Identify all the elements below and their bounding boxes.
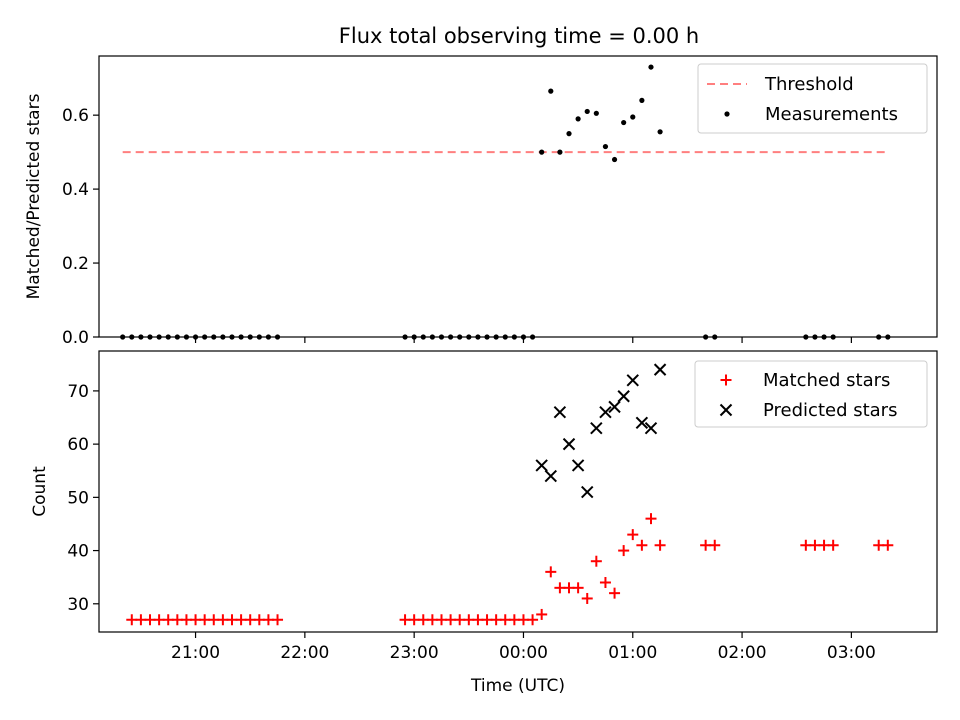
matched-star-point [590, 555, 602, 567]
measurement-point [621, 119, 627, 126]
measurement-point [648, 64, 654, 70]
matched-star-point [527, 614, 539, 626]
predicted-star-point [571, 459, 585, 472]
matched-star-point [609, 587, 621, 599]
measurement-point [575, 116, 581, 122]
y-tick-label: 60 [67, 435, 89, 455]
predicted-star-point [599, 405, 612, 419]
matched-star-point [709, 539, 721, 551]
matched-star-point [618, 545, 630, 557]
predicted-star-point [617, 390, 630, 403]
x-tick-label: 23:00 [390, 643, 439, 663]
legend-x-mark [719, 403, 733, 417]
matched-star-point [636, 539, 648, 551]
x-tick-label: 03:00 [827, 643, 876, 663]
x-tick-label: 22:00 [280, 643, 329, 663]
matched-star-point [545, 566, 557, 578]
measurement-point [566, 131, 572, 137]
matched-star-point [572, 582, 584, 594]
legend-measurements-label: Measurements [765, 104, 898, 125]
measurement-point [539, 149, 545, 155]
measurement-point [593, 110, 599, 116]
x-tick-label: 02:00 [718, 643, 767, 663]
chart-title: Flux total observing time = 0.00 h [339, 24, 699, 48]
predicted-star-point [644, 421, 658, 435]
measurement-point [584, 108, 590, 115]
predicted-star-point [653, 363, 667, 376]
predicted-star-point [581, 485, 594, 499]
bottom-plot-area [126, 363, 894, 626]
top-axes-frame [98, 55, 938, 338]
x-tick-label: 01:00 [608, 643, 657, 663]
bottom-y-ticks: 30 40 50 60 70 [67, 382, 99, 615]
y-tick-label: 70 [67, 382, 89, 402]
predicted-star-point [535, 459, 548, 472]
measurement-point [630, 114, 636, 120]
measurement-point [548, 88, 554, 94]
top-y-axis-label: Matched/Predicted stars [24, 93, 44, 299]
legend-plus-mark [720, 374, 732, 386]
x-axis-label: Time (UTC) [470, 676, 565, 696]
bottom-axes: 21:00 22:00 23:00 00:00 01:00 02:00 03:00 30 40… [30, 350, 938, 696]
y-tick-label: 40 [67, 542, 89, 562]
bottom-y-axis-label: Count [30, 466, 50, 517]
legend-predicted-label: Predicted stars [763, 400, 897, 421]
legend-measurements-swatch [724, 111, 730, 117]
bottom-x-ticks: 21:00 22:00 23:00 00:00 01:00 02:00 03:00 [171, 632, 876, 663]
matched-star-point [645, 513, 657, 525]
matched-star-point [627, 529, 639, 541]
y-tick-label: 0.0 [62, 328, 89, 348]
legend-matched-label: Matched stars [763, 370, 890, 391]
y-tick-label: 0.4 [62, 180, 89, 200]
matched-star-point [581, 592, 593, 604]
legend-matched-swatch [720, 374, 732, 386]
y-tick-label: 50 [67, 488, 89, 508]
predicted-star-point [635, 416, 649, 430]
x-tick-label: 00:00 [499, 643, 548, 663]
top-axes: 0.0 0.2 0.4 0.6 Matched/Predicted stars Thr… [24, 55, 938, 348]
matched-star-point [654, 539, 666, 551]
y-tick-label: 0.6 [62, 106, 89, 126]
top-legend: Threshold Measurements [697, 63, 928, 134]
measurement-point [557, 149, 563, 155]
measurement-point [602, 143, 609, 150]
legend-predicted-swatch [719, 403, 733, 417]
legend-threshold-label: Threshold [764, 74, 854, 95]
y-tick-label: 30 [67, 595, 89, 615]
matched-star-point [882, 539, 894, 551]
matched-star-point [272, 614, 284, 626]
measurement-point [611, 156, 618, 163]
matched-star-point [599, 577, 611, 589]
matched-star-point [536, 608, 548, 620]
x-tick-label: 21:00 [171, 643, 220, 663]
y-tick-label: 0.2 [62, 254, 89, 274]
bottom-axes-frame [98, 350, 938, 633]
predicted-star-point [553, 405, 567, 419]
predicted-star-point [608, 400, 621, 414]
bottom-legend: Matched stars Predicted stars [694, 360, 928, 428]
top-y-ticks: 0.0 0.2 0.4 0.6 [62, 106, 99, 348]
predicted-star-point [562, 437, 576, 451]
predicted-star-point [544, 469, 557, 483]
predicted-star-point [590, 421, 603, 435]
measurement-point [639, 97, 645, 103]
matched-star-point [827, 539, 839, 551]
measurement-point [657, 129, 663, 135]
predicted-star-point [626, 374, 639, 387]
